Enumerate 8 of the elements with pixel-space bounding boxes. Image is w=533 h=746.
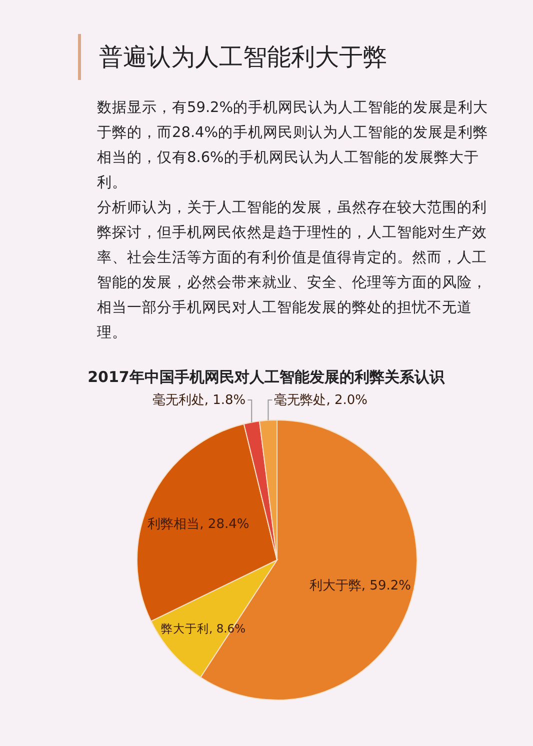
text: 数据显示，有59.2%的手机网民认为人工智能的发展是利大于弊的，而28.4%的手机网民则认为人工智能的发展是利弊相当的，仅有8.6%的手机网民认为人工智能的发展弊大于利。 <box>97 98 490 193</box>
text: 分析师认为，关于人工智能的发展，虽然存在较大范围的利弊探讨，但手机网民依然是趋于理性的，人工智能对生产效率、社会生活等方面的有利价值是值得肯定的。然而，人工智能的发展，必然会带来就业、安全、伦理等方面的风险，相当一部分手机网民对人工智能发展的弊处的担忧不无道理。 <box>97 199 488 343</box>
slice-label: 毫无利处, 1.8% <box>152 392 246 408</box>
slice-label: 毫无弊处, 2.0% <box>274 392 368 408</box>
slice-label: 利大于弊, 59.2% <box>309 578 411 594</box>
chart-title: 2017年中国手机网民对人工智能发展的利弊关系认识 <box>88 368 446 386</box>
text: 普遍认为人工智能利大于弊 <box>78 34 387 80</box>
slice-label: 利弊相当, 28.4% <box>148 517 250 532</box>
